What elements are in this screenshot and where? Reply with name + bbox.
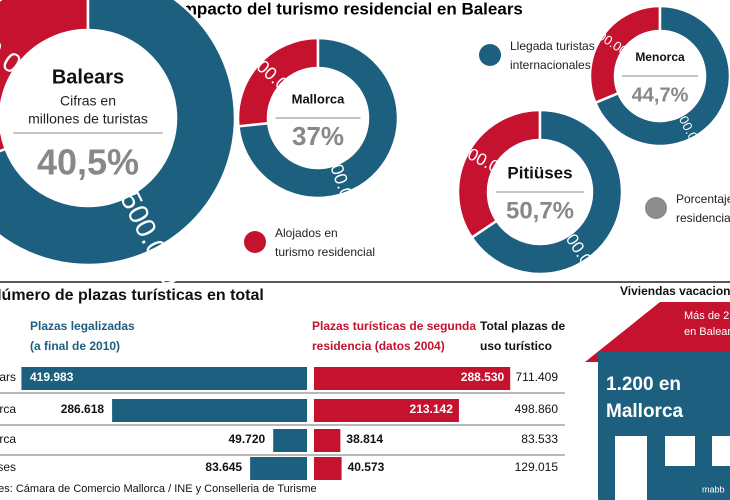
legal-bar bbox=[250, 457, 307, 480]
row-name: Pitiüses bbox=[0, 460, 16, 474]
house-door bbox=[615, 436, 647, 500]
column-header: residencia (datos 2004) bbox=[312, 339, 445, 353]
column-header: Plazas turísticas de segunda bbox=[312, 319, 476, 333]
second-bar bbox=[314, 429, 341, 452]
second-label: 38.814 bbox=[346, 432, 383, 446]
column-header: uso turístico bbox=[480, 339, 552, 353]
legal-label: 419.983 bbox=[30, 370, 74, 384]
house-window bbox=[712, 436, 730, 466]
donut-subtitle: millones de turistas bbox=[28, 111, 148, 127]
row-name: Menorca bbox=[0, 432, 16, 446]
second-bar bbox=[314, 367, 511, 390]
house-window bbox=[665, 436, 695, 466]
residential-arc bbox=[456, 108, 542, 240]
row-name: Balears bbox=[0, 370, 16, 384]
legend-swatch bbox=[479, 44, 501, 66]
house-note: en Balear bbox=[684, 326, 730, 338]
total-label: 129.015 bbox=[515, 460, 559, 474]
donut-name: Pitiüses bbox=[507, 163, 572, 182]
percent-label: 37% bbox=[292, 121, 344, 151]
donut-subtitle: Cifras en bbox=[60, 93, 116, 109]
legal-bar bbox=[21, 367, 307, 390]
percent-label: 44,7% bbox=[632, 84, 689, 106]
legal-label: 83.645 bbox=[205, 460, 242, 474]
international-arc bbox=[593, 4, 730, 148]
international-arc bbox=[470, 108, 624, 276]
legend-label: Alojados en bbox=[275, 226, 338, 240]
column-header: Total plazas de bbox=[480, 319, 565, 333]
donut-name: Balears bbox=[52, 66, 124, 88]
donut-name: Menorca bbox=[635, 50, 685, 64]
legal-bar bbox=[273, 429, 307, 452]
row-name: Mallorca bbox=[0, 402, 16, 416]
residential-arc bbox=[0, 0, 90, 153]
legend-swatch bbox=[244, 231, 266, 253]
house-note: Más de 2. bbox=[684, 310, 730, 322]
house-title: Viviendas vacacionales bbox=[620, 284, 730, 298]
second-label: 288.530 bbox=[461, 370, 505, 384]
donut-name: Mallorca bbox=[292, 91, 346, 106]
legend-label: internacionales bbox=[510, 58, 591, 72]
credit: mabb bbox=[702, 484, 725, 494]
second-bar bbox=[314, 457, 342, 480]
total-label: 711.409 bbox=[516, 370, 559, 384]
second-bar bbox=[314, 399, 459, 422]
percent-label: 40,5% bbox=[37, 142, 139, 183]
column-header: (a final de 2010) bbox=[30, 339, 120, 353]
house-main: Mallorca bbox=[606, 401, 684, 422]
legal-bar bbox=[112, 399, 307, 422]
legend-label: turismo residencial bbox=[275, 245, 375, 259]
title: Impacto del turismo residencial en Balea… bbox=[177, 0, 523, 18]
legal-label: 286.618 bbox=[61, 402, 105, 416]
percent-label: 50,7% bbox=[506, 197, 574, 224]
second-label: 40.573 bbox=[348, 460, 385, 474]
section-title: Número de plazas turísticas en total bbox=[0, 287, 264, 304]
international-arc bbox=[237, 36, 400, 200]
legend-label: Llegada turistas bbox=[510, 39, 595, 53]
total-label: 498.860 bbox=[515, 402, 559, 416]
source: Fuentes: Cámara de Comercio Mallorca / I… bbox=[0, 483, 317, 495]
legal-label: 49.720 bbox=[228, 432, 265, 446]
legend-label: residencial bbox=[676, 211, 730, 225]
legend-label: Porcentaje bbox=[676, 192, 730, 206]
international-arc bbox=[0, 0, 237, 267]
second-label: 213.142 bbox=[410, 402, 454, 416]
house-main: 1.200 en bbox=[606, 374, 681, 395]
house-roof bbox=[585, 302, 730, 362]
legend-swatch bbox=[645, 197, 667, 219]
total-label: 83.533 bbox=[521, 432, 558, 446]
column-header: Plazas legalizadas bbox=[30, 319, 135, 333]
